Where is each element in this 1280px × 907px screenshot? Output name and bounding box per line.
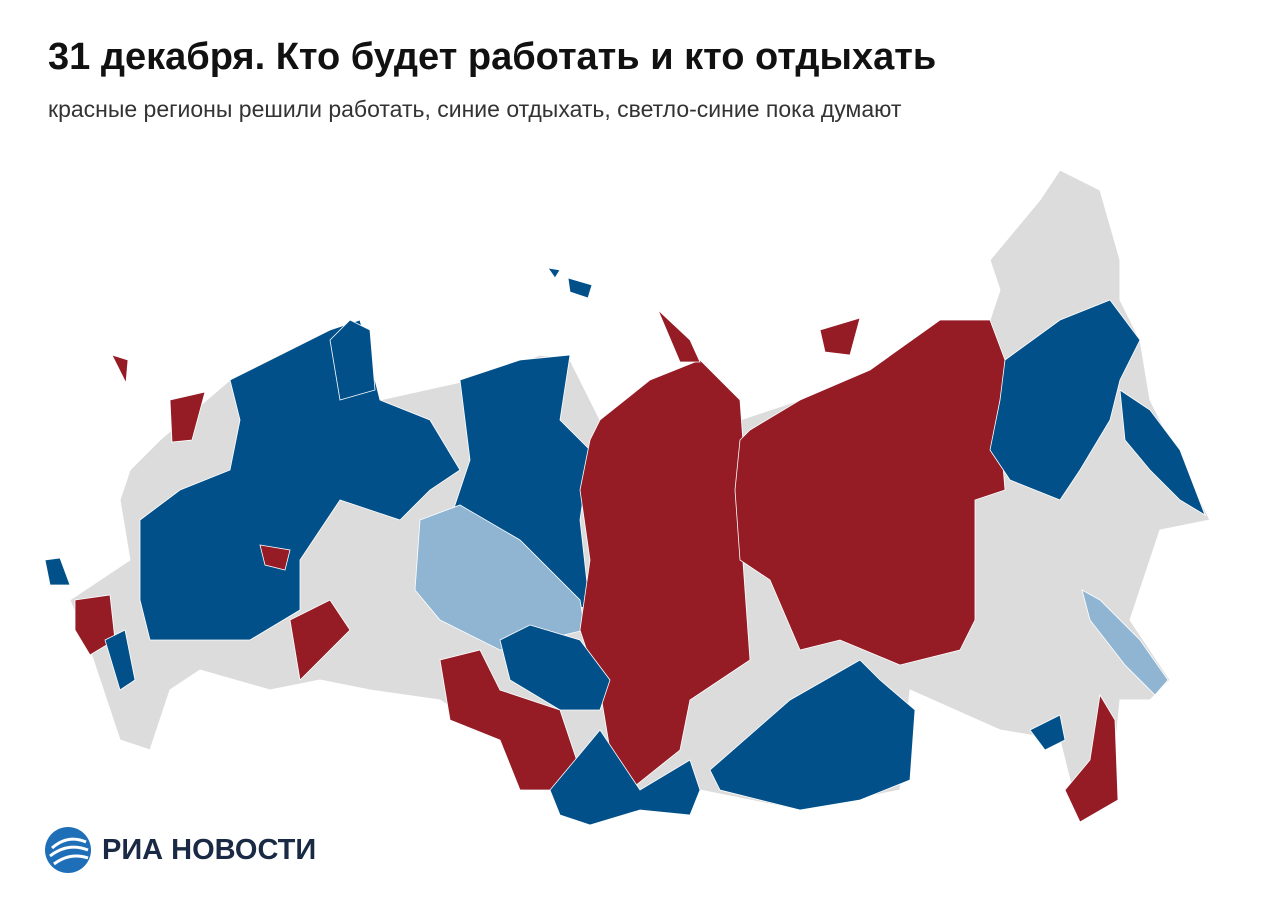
region-blue xyxy=(709,659,916,811)
region-red xyxy=(259,544,291,571)
region-red xyxy=(579,359,751,791)
logo-icon xyxy=(45,827,91,873)
region-red xyxy=(289,599,351,681)
region-blue xyxy=(1119,389,1206,516)
region-blue xyxy=(329,319,376,401)
region-red xyxy=(819,317,861,356)
subtitle: красные регионы решили работать, синие о… xyxy=(48,96,902,122)
region-blue xyxy=(139,319,461,641)
region-blue xyxy=(989,299,1141,501)
logo: РИА НОВОСТИ xyxy=(44,826,316,874)
region-red xyxy=(657,309,701,363)
region-blue xyxy=(44,557,71,586)
region-blue xyxy=(549,729,701,826)
logo-text: РИА НОВОСТИ xyxy=(102,833,317,866)
region-light-blue xyxy=(1081,589,1169,696)
region-red xyxy=(111,354,129,385)
region-blue xyxy=(104,629,136,691)
title: 31 декабря. Кто будет работать и кто отд… xyxy=(48,36,937,78)
region-blue xyxy=(1029,714,1066,751)
region-red xyxy=(734,319,1006,666)
region-blue xyxy=(567,277,593,299)
region-red xyxy=(1064,693,1119,823)
region-blue xyxy=(547,267,561,279)
region-blue xyxy=(499,624,611,711)
region-red xyxy=(169,391,206,443)
